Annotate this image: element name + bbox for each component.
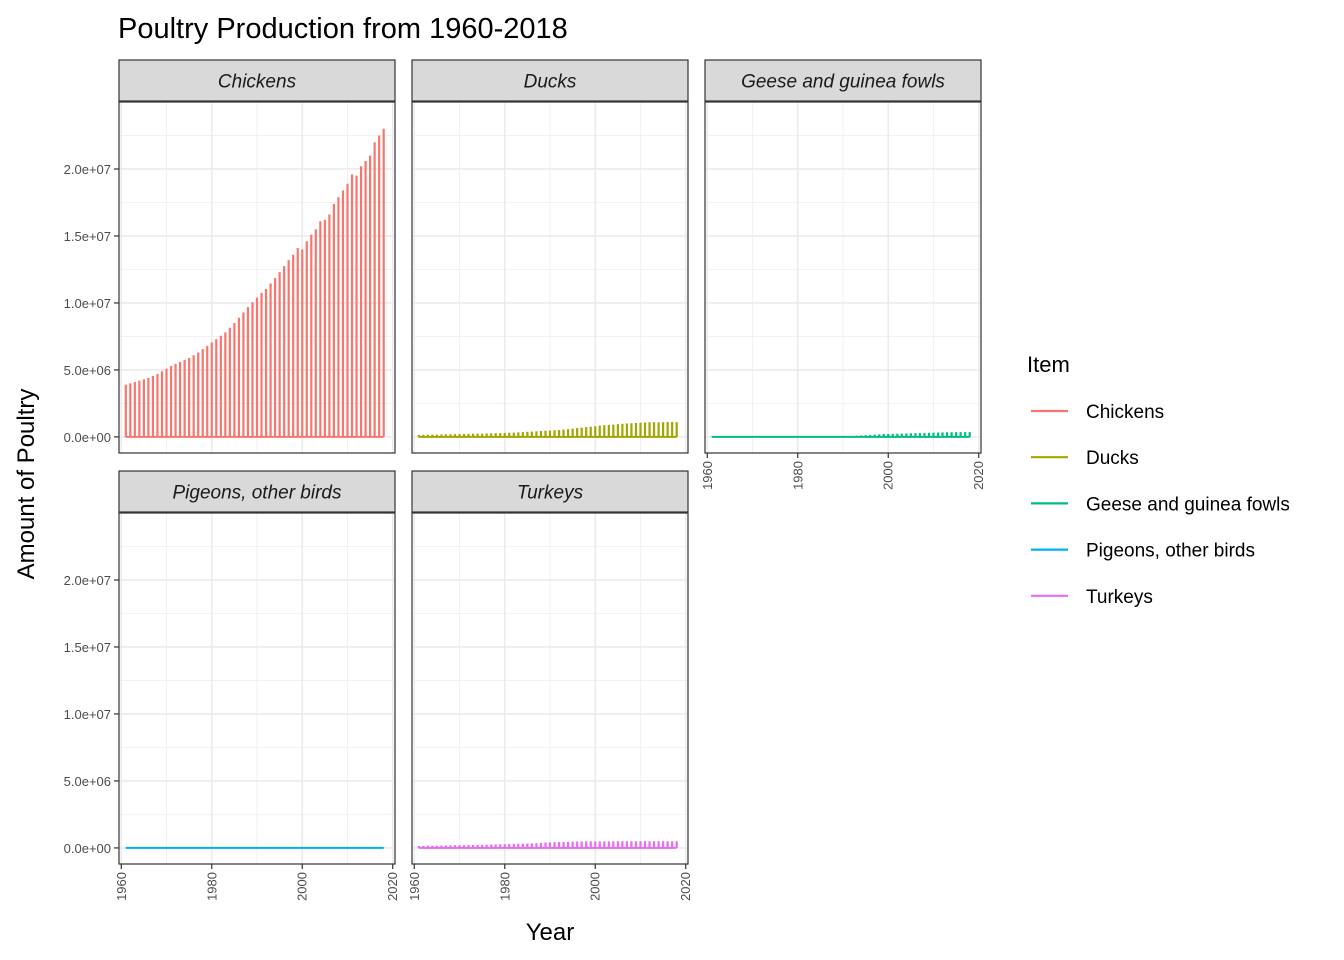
chart-title: Poultry Production from 1960-2018 — [118, 13, 568, 45]
legend: Item Chickens Ducks Geese and guinea fowls… — [1027, 352, 1290, 608]
x-tick-label: 1980 — [497, 872, 512, 901]
strip-label: Pigeons, other birds — [173, 483, 342, 504]
y-tick-label: 0.0e+00 — [64, 430, 111, 445]
strip-label: Chickens — [218, 72, 297, 93]
legend-item-turkeys: Turkeys — [1031, 587, 1153, 608]
strip-background — [704, 59, 982, 102]
x-tick-label: 1980 — [204, 872, 219, 901]
x-tick-label: 1960 — [700, 461, 715, 490]
y-tick-label: 2.0e+07 — [64, 162, 111, 177]
series-geese-and-guinea-fowls — [710, 432, 971, 438]
y-tick-label: 1.0e+07 — [64, 296, 111, 311]
legend-label: Chickens — [1086, 402, 1164, 423]
y-tick-label: 5.0e+06 — [64, 774, 111, 789]
legend-item-geese-and-guinea-fowls: Geese and guinea fowls — [1031, 494, 1290, 515]
x-tick-label: 2020 — [678, 872, 693, 901]
legend-item-pigeons-other-birds: Pigeons, other birds — [1031, 541, 1255, 562]
legend-label: Pigeons, other birds — [1086, 541, 1255, 562]
legend-label: Ducks — [1086, 448, 1139, 469]
legend-item-ducks: Ducks — [1031, 448, 1139, 469]
panel-turkeys: Turkeys 1960 1980 2000 2020 — [407, 470, 693, 901]
y-tick-label: 5.0e+06 — [64, 363, 111, 378]
strip-background — [411, 59, 689, 102]
y-tick-label: 0.0e+00 — [64, 841, 111, 856]
legend-label: Geese and guinea fowls — [1086, 494, 1290, 515]
series-chickens — [124, 128, 385, 438]
panel-pigeons-other-birds: Pigeons, other birds 0.0e+00 5.0e+06 1.0e+0… — [64, 470, 400, 901]
legend-label: Turkeys — [1086, 587, 1153, 608]
x-tick-label: 2000 — [588, 872, 603, 901]
y-tick-label: 2.0e+07 — [64, 573, 111, 588]
legend-item-chickens: Chickens — [1031, 402, 1164, 423]
strip-label: Ducks — [524, 72, 577, 93]
legend-title: Item — [1027, 352, 1070, 377]
series-turkeys — [417, 841, 678, 849]
strip-label: Geese and guinea fowls — [741, 72, 945, 93]
y-axis-title: Amount of Poultry — [13, 389, 40, 580]
y-tick-label: 1.5e+07 — [64, 640, 111, 655]
series-ducks — [417, 421, 678, 438]
facet-panels: Chickens 0.0e+00 5.0e+06 1.0e+07 1.5e+07 2.0e… — [64, 59, 986, 901]
x-tick-label: 2000 — [881, 461, 896, 490]
x-tick-label: 2020 — [385, 872, 400, 901]
x-tick-label: 1980 — [790, 461, 805, 490]
x-axis-title: Year — [526, 919, 575, 946]
x-tick-label: 2000 — [295, 872, 310, 901]
panel-chickens: Chickens 0.0e+00 5.0e+06 1.0e+07 1.5e+07 2.0e… — [64, 59, 396, 454]
panel-geese-and-guinea-fowls: Geese and guinea fowls 1960 1980 2000 2020 — [700, 59, 986, 490]
x-tick-label: 2020 — [971, 461, 986, 490]
y-tick-label: 1.0e+07 — [64, 707, 111, 722]
x-tick-label: 1960 — [407, 872, 422, 901]
x-tick-label: 1960 — [114, 872, 129, 901]
y-tick-label: 1.5e+07 — [64, 229, 111, 244]
strip-label: Turkeys — [517, 483, 584, 504]
panel-ducks: Ducks — [411, 59, 689, 454]
